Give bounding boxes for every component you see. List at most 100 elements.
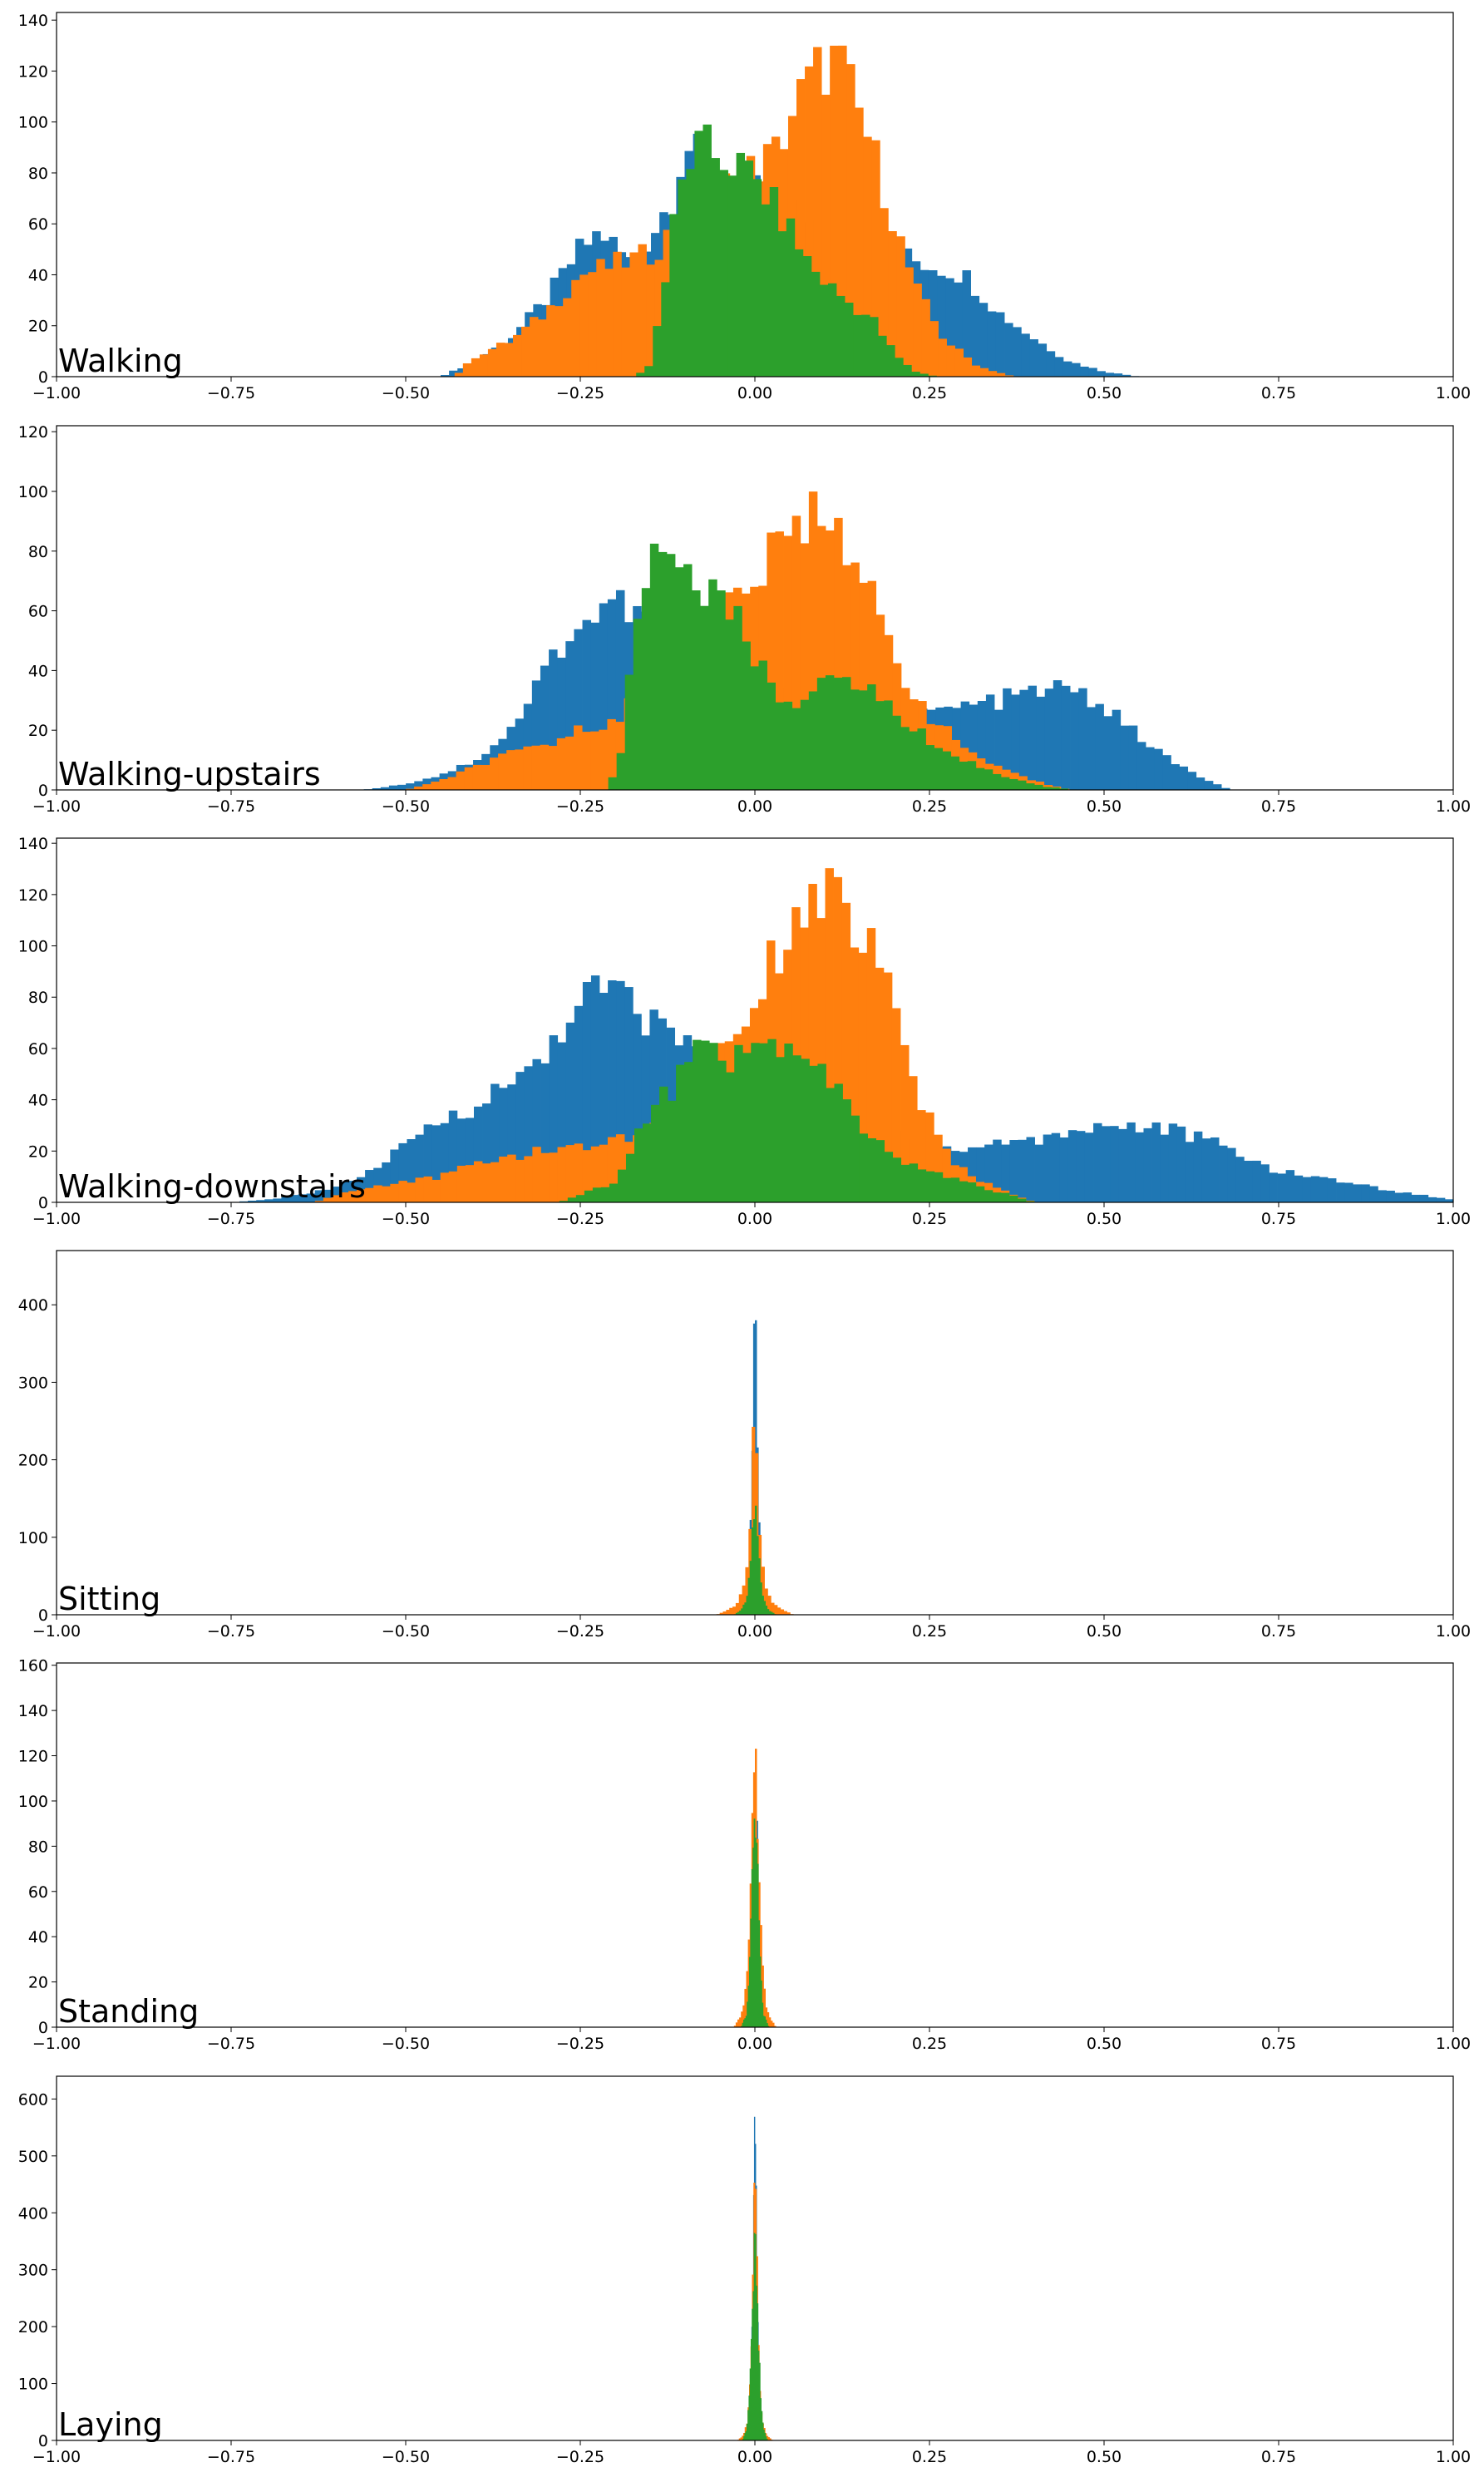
y-tick-label: 20 (28, 722, 48, 740)
histogram-bar (737, 2019, 740, 2027)
histogram-bar (1369, 1186, 1378, 1202)
histogram-bar (861, 314, 870, 377)
histogram-bar (323, 1197, 333, 1202)
histogram-bar (1013, 327, 1022, 377)
histogram-bar (1087, 707, 1096, 790)
histogram-bar (1051, 787, 1060, 790)
histogram-bar (963, 357, 973, 377)
plot-area (441, 45, 1140, 377)
x-tick-label: −1.00 (32, 2035, 81, 2053)
x-tick-label: 0.25 (912, 1210, 947, 1228)
histogram-bar (784, 1044, 793, 1202)
histogram-bar (1026, 783, 1035, 790)
histogram-bar (666, 554, 676, 790)
histogram-bar (365, 1170, 374, 1202)
histogram-bar (970, 295, 980, 377)
histogram-bar (481, 764, 491, 790)
histogram-bar (895, 358, 904, 377)
histogram-bar (762, 2016, 765, 2027)
histogram-bar (373, 1185, 382, 1202)
histogram-bar (796, 79, 806, 377)
histogram-bar (499, 1088, 508, 1202)
histogram-bar (1036, 696, 1046, 790)
histogram-bar (767, 2012, 770, 2027)
histogram-bar (398, 1142, 407, 1202)
histogram-bar (621, 267, 630, 377)
x-tick-label: 0.25 (912, 2448, 947, 2466)
x-tick-label: −0.25 (556, 2035, 604, 2053)
histogram-bar (574, 629, 583, 790)
histogram-bar (863, 136, 872, 377)
histogram-bar (749, 1956, 751, 2027)
histogram-bar (761, 1567, 765, 1615)
histogram-bar (878, 335, 887, 377)
histogram-bar (765, 2436, 767, 2440)
y-tick-label: 300 (18, 2262, 48, 2280)
histogram-bar (808, 884, 817, 1202)
x-tick-label: −0.25 (556, 1210, 604, 1228)
histogram-bar (1162, 755, 1171, 790)
histogram-bar (1252, 1160, 1261, 1202)
histogram-bar (722, 1611, 727, 1615)
histogram-bar (1302, 1177, 1312, 1202)
histogram-bar (770, 2021, 773, 2027)
histogram-bar (737, 1611, 740, 1615)
x-tick-label: −0.50 (382, 2035, 430, 2053)
histogram-bar (683, 564, 693, 790)
histogram-bar (995, 312, 1005, 377)
y-tick-label: 40 (28, 662, 48, 680)
histogram-bar (925, 1112, 934, 1202)
panel-standing: −1.00 −0.75 −0.50 −0.25 0.00 0.25 0.50 0.75 1.00… (18, 1657, 1471, 2053)
y-tick-label: 0 (38, 1606, 48, 1625)
x-tick-label: −0.50 (382, 2448, 430, 2466)
histogram-bar (834, 1083, 843, 1202)
histogram-bar (734, 1044, 743, 1202)
histogram-bar (821, 94, 831, 377)
histogram-bar (599, 729, 608, 790)
x-tick-label: −0.50 (382, 797, 430, 816)
histogram-bar (975, 767, 985, 790)
histogram-bar (867, 684, 876, 790)
histogram-bar (1185, 1142, 1195, 1202)
histogram-bar (909, 1163, 919, 1202)
histogram-bar (557, 1147, 567, 1202)
histogram-bar (559, 1201, 569, 1202)
histogram-bar (515, 1159, 525, 1202)
histogram-bar (765, 1606, 768, 1615)
histogram-bar (884, 1152, 894, 1202)
histogram-bar (456, 771, 466, 790)
histogram-bar (745, 2430, 747, 2440)
histogram-bar (801, 1058, 810, 1202)
histogram-bar (398, 1181, 407, 1202)
y-tick-label: 120 (18, 886, 48, 905)
x-tick-label: 0.75 (1261, 384, 1296, 402)
x-tick-label: 0.50 (1087, 1622, 1122, 1641)
histogram-bar (565, 1145, 575, 1202)
histogram-bar (827, 283, 837, 377)
y-tick-label: 60 (28, 603, 48, 621)
histogram-bar (1067, 1130, 1077, 1202)
histogram-bar (942, 1177, 952, 1202)
histogram-bar (482, 1103, 491, 1202)
histogram-bar (638, 244, 647, 377)
histogram-bar (540, 1063, 550, 1202)
histogram-bar (875, 1140, 885, 1202)
histogram-bar (1004, 323, 1013, 377)
histogram-bar (1021, 333, 1030, 377)
histogram-bar (654, 259, 663, 377)
histogram-bar (407, 1182, 416, 1202)
panel-activity-label: Laying (58, 2406, 163, 2443)
histogram-bar (969, 704, 979, 790)
histogram-bar (473, 1106, 483, 1202)
histogram-bar (838, 45, 847, 377)
y-tick-label: 100 (18, 1793, 48, 1811)
histogram-bar (859, 690, 868, 790)
histogram-bar (625, 1153, 635, 1202)
histogram-bar (617, 1169, 627, 1202)
histogram-bar (373, 1167, 382, 1202)
series-2 (733, 1505, 777, 1615)
histogram-bar (825, 675, 835, 790)
histogram-bar (1112, 709, 1122, 790)
histogram-bar (741, 2011, 743, 2027)
histogram-bar (423, 1124, 433, 1202)
